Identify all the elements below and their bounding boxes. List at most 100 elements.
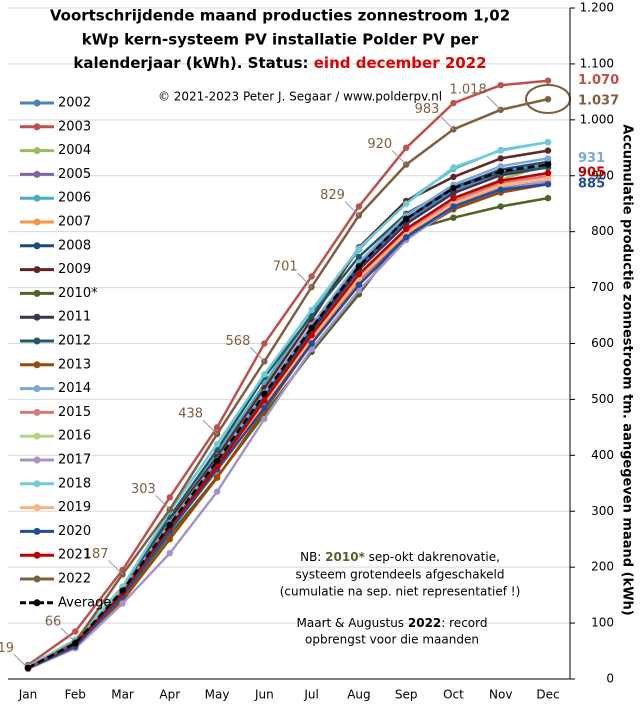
title-part: kalenderjaar (kWh). Status:	[73, 54, 313, 72]
legend-label: 2021	[58, 548, 91, 563]
data-point	[450, 164, 457, 171]
note-part: 2022	[408, 616, 441, 630]
series-line	[27, 163, 549, 669]
legend-label: 2015	[58, 405, 91, 420]
end-label: 1.070	[578, 73, 619, 88]
legend-marker	[33, 242, 41, 250]
data-point	[402, 234, 410, 241]
y-tick-label: 1.000	[580, 112, 614, 126]
y-tick-label: 100	[591, 616, 614, 630]
leader-line	[391, 150, 407, 165]
data-point	[544, 180, 552, 188]
legend-label: 2012	[58, 334, 91, 349]
legend-label: 2017	[58, 453, 91, 468]
data-point	[544, 169, 552, 177]
legend-marker	[33, 313, 41, 321]
legend-label: 2014	[58, 381, 91, 396]
legend-label: 2002	[58, 96, 91, 111]
data-point	[355, 287, 363, 294]
legend-label: 2022	[58, 572, 91, 587]
legend-marker	[33, 385, 41, 393]
data-point	[261, 404, 268, 412]
y-tick-label: 500	[591, 392, 614, 406]
legend-label: 2018	[58, 476, 91, 491]
note-line: (cumulatie na sep. niet representatief !…	[280, 585, 521, 599]
data-point	[213, 424, 221, 431]
data-point	[213, 440, 221, 448]
title-line: Voortschrijdende maand producties zonnes…	[50, 7, 510, 25]
series-line	[27, 140, 549, 668]
data-point	[261, 340, 268, 347]
leader-line	[155, 495, 171, 510]
y-tick-label: 1.200	[580, 1, 614, 15]
legend-marker	[33, 289, 41, 297]
end-label: 905	[578, 165, 605, 180]
legend-marker	[33, 599, 41, 607]
data-point	[450, 214, 457, 221]
data-point	[355, 270, 363, 278]
value-label: 829	[320, 188, 345, 203]
x-tick-label: Apr	[159, 688, 180, 702]
data-point	[544, 77, 552, 84]
data-point	[497, 81, 504, 89]
data-point	[544, 147, 552, 154]
value-label: 303	[131, 482, 156, 497]
note-line: Maart & Augustus 2022: record	[297, 616, 488, 630]
title-highlight: eind december 2022	[314, 54, 487, 72]
data-point	[166, 494, 174, 501]
y-tick-label: 1.100	[580, 56, 614, 70]
leader-line	[250, 347, 265, 362]
data-point	[308, 306, 315, 314]
note-line: systeem grotendeels afgeschakeld	[296, 568, 505, 582]
data-point	[261, 397, 268, 404]
end-label: 885	[578, 177, 605, 192]
data-point	[213, 474, 221, 481]
legend-label: 2004	[58, 143, 91, 158]
legend-marker	[33, 456, 41, 464]
legend-label: Average	[58, 595, 111, 610]
note-part: NB:	[300, 550, 325, 564]
data-point	[544, 155, 552, 162]
x-tick-label: Feb	[65, 688, 86, 702]
x-tick-label: Aug	[347, 688, 370, 702]
data-point	[544, 175, 552, 182]
data-point	[497, 155, 504, 162]
y-tick-label: 400	[591, 448, 614, 462]
leader-line	[344, 201, 360, 216]
y-tick-label: 900	[591, 168, 614, 182]
legend-marker	[33, 527, 41, 535]
data-point	[450, 194, 457, 202]
series-line	[27, 97, 549, 670]
legend-marker	[33, 337, 41, 345]
data-point	[450, 189, 457, 197]
data-point	[119, 600, 126, 607]
x-tick-label: Jul	[303, 688, 318, 702]
legend-label: 2007	[58, 215, 91, 230]
legend-label: 2020	[58, 524, 91, 539]
x-tick-label: Jan	[18, 688, 38, 702]
data-point	[450, 173, 457, 181]
value-label: 920	[367, 137, 392, 152]
legend-marker	[33, 480, 41, 488]
x-tick-label: Oct	[443, 688, 464, 702]
value-label: 568	[226, 334, 251, 349]
data-point	[544, 139, 552, 146]
data-point	[497, 168, 504, 175]
data-point	[450, 203, 457, 210]
data-point	[261, 415, 268, 423]
data-point	[497, 163, 504, 170]
y-tick-label: 300	[591, 504, 614, 518]
data-point	[308, 273, 315, 280]
note-part: : record	[441, 616, 487, 630]
note: NB: 2010* sep-okt dakrenovatie, systeem …	[280, 550, 521, 647]
legend-marker	[33, 504, 41, 512]
note-line: NB: 2010* sep-okt dakrenovatie,	[300, 550, 500, 564]
data-point	[355, 245, 363, 252]
title-line: kWp kern-systeem PV installatie Polder P…	[82, 31, 479, 49]
data-point	[213, 488, 221, 495]
y-tick-label: 200	[591, 560, 614, 574]
legend-marker	[33, 551, 41, 559]
legend-marker	[33, 170, 41, 178]
note-part: sep-okt dakrenovatie,	[365, 550, 500, 564]
